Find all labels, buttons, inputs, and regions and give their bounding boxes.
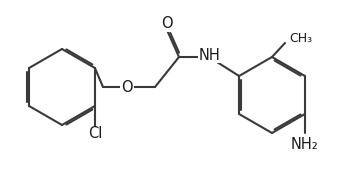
Text: NH: NH bbox=[199, 47, 221, 63]
Text: O: O bbox=[161, 17, 173, 31]
Text: O: O bbox=[121, 79, 133, 94]
Text: NH₂: NH₂ bbox=[291, 137, 319, 151]
Text: CH₃: CH₃ bbox=[289, 32, 312, 46]
Text: Cl: Cl bbox=[88, 127, 102, 142]
